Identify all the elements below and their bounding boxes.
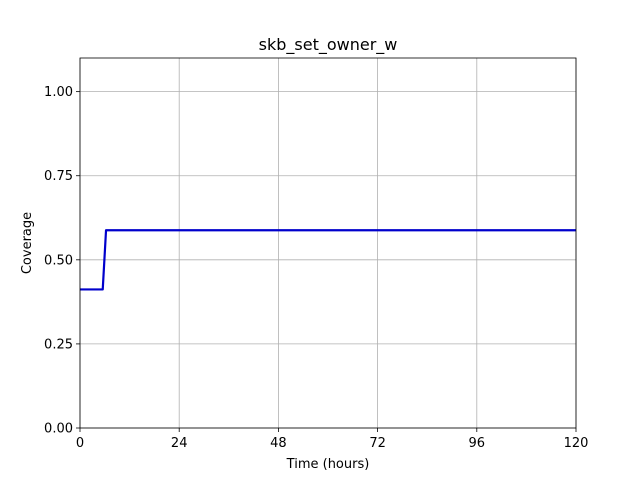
plot-background [80,58,576,428]
series-layer [80,229,576,291]
y-axis-ticks: 0.00 0.25 0.50 0.75 1.00 [44,85,80,437]
y-axis-label: Coverage [20,212,35,274]
y-tick-label: 0.50 [44,253,73,268]
x-tick-label: 48 [270,436,287,451]
x-tick-label: 0 [76,436,84,451]
coverage-series-line [80,229,576,291]
x-tick-label: 96 [469,436,486,451]
x-axis-ticks: 0 24 48 72 96 120 [76,428,589,451]
chart-title: skb_set_owner_w [259,35,398,55]
x-tick-label: 120 [564,436,589,451]
y-tick-label: 0.00 [44,422,73,437]
y-tick-label: 1.00 [44,85,73,100]
plot-frame [79,57,577,429]
x-axis-label: Time (hours) [286,457,370,472]
x-tick-label: 24 [171,436,188,451]
y-tick-label: 0.25 [44,337,73,352]
x-tick-label: 72 [369,436,386,451]
y-tick-label: 0.75 [44,169,73,184]
